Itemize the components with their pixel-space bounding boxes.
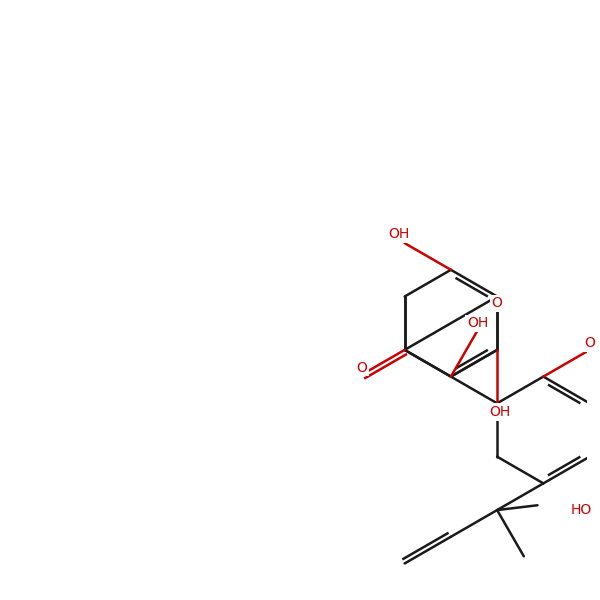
Text: OH: OH bbox=[467, 316, 488, 331]
Text: O: O bbox=[584, 336, 595, 350]
Text: O: O bbox=[356, 361, 367, 374]
Text: HO: HO bbox=[570, 503, 592, 517]
Text: OH: OH bbox=[388, 227, 409, 241]
Text: O: O bbox=[491, 296, 503, 310]
Text: OH: OH bbox=[490, 405, 511, 419]
